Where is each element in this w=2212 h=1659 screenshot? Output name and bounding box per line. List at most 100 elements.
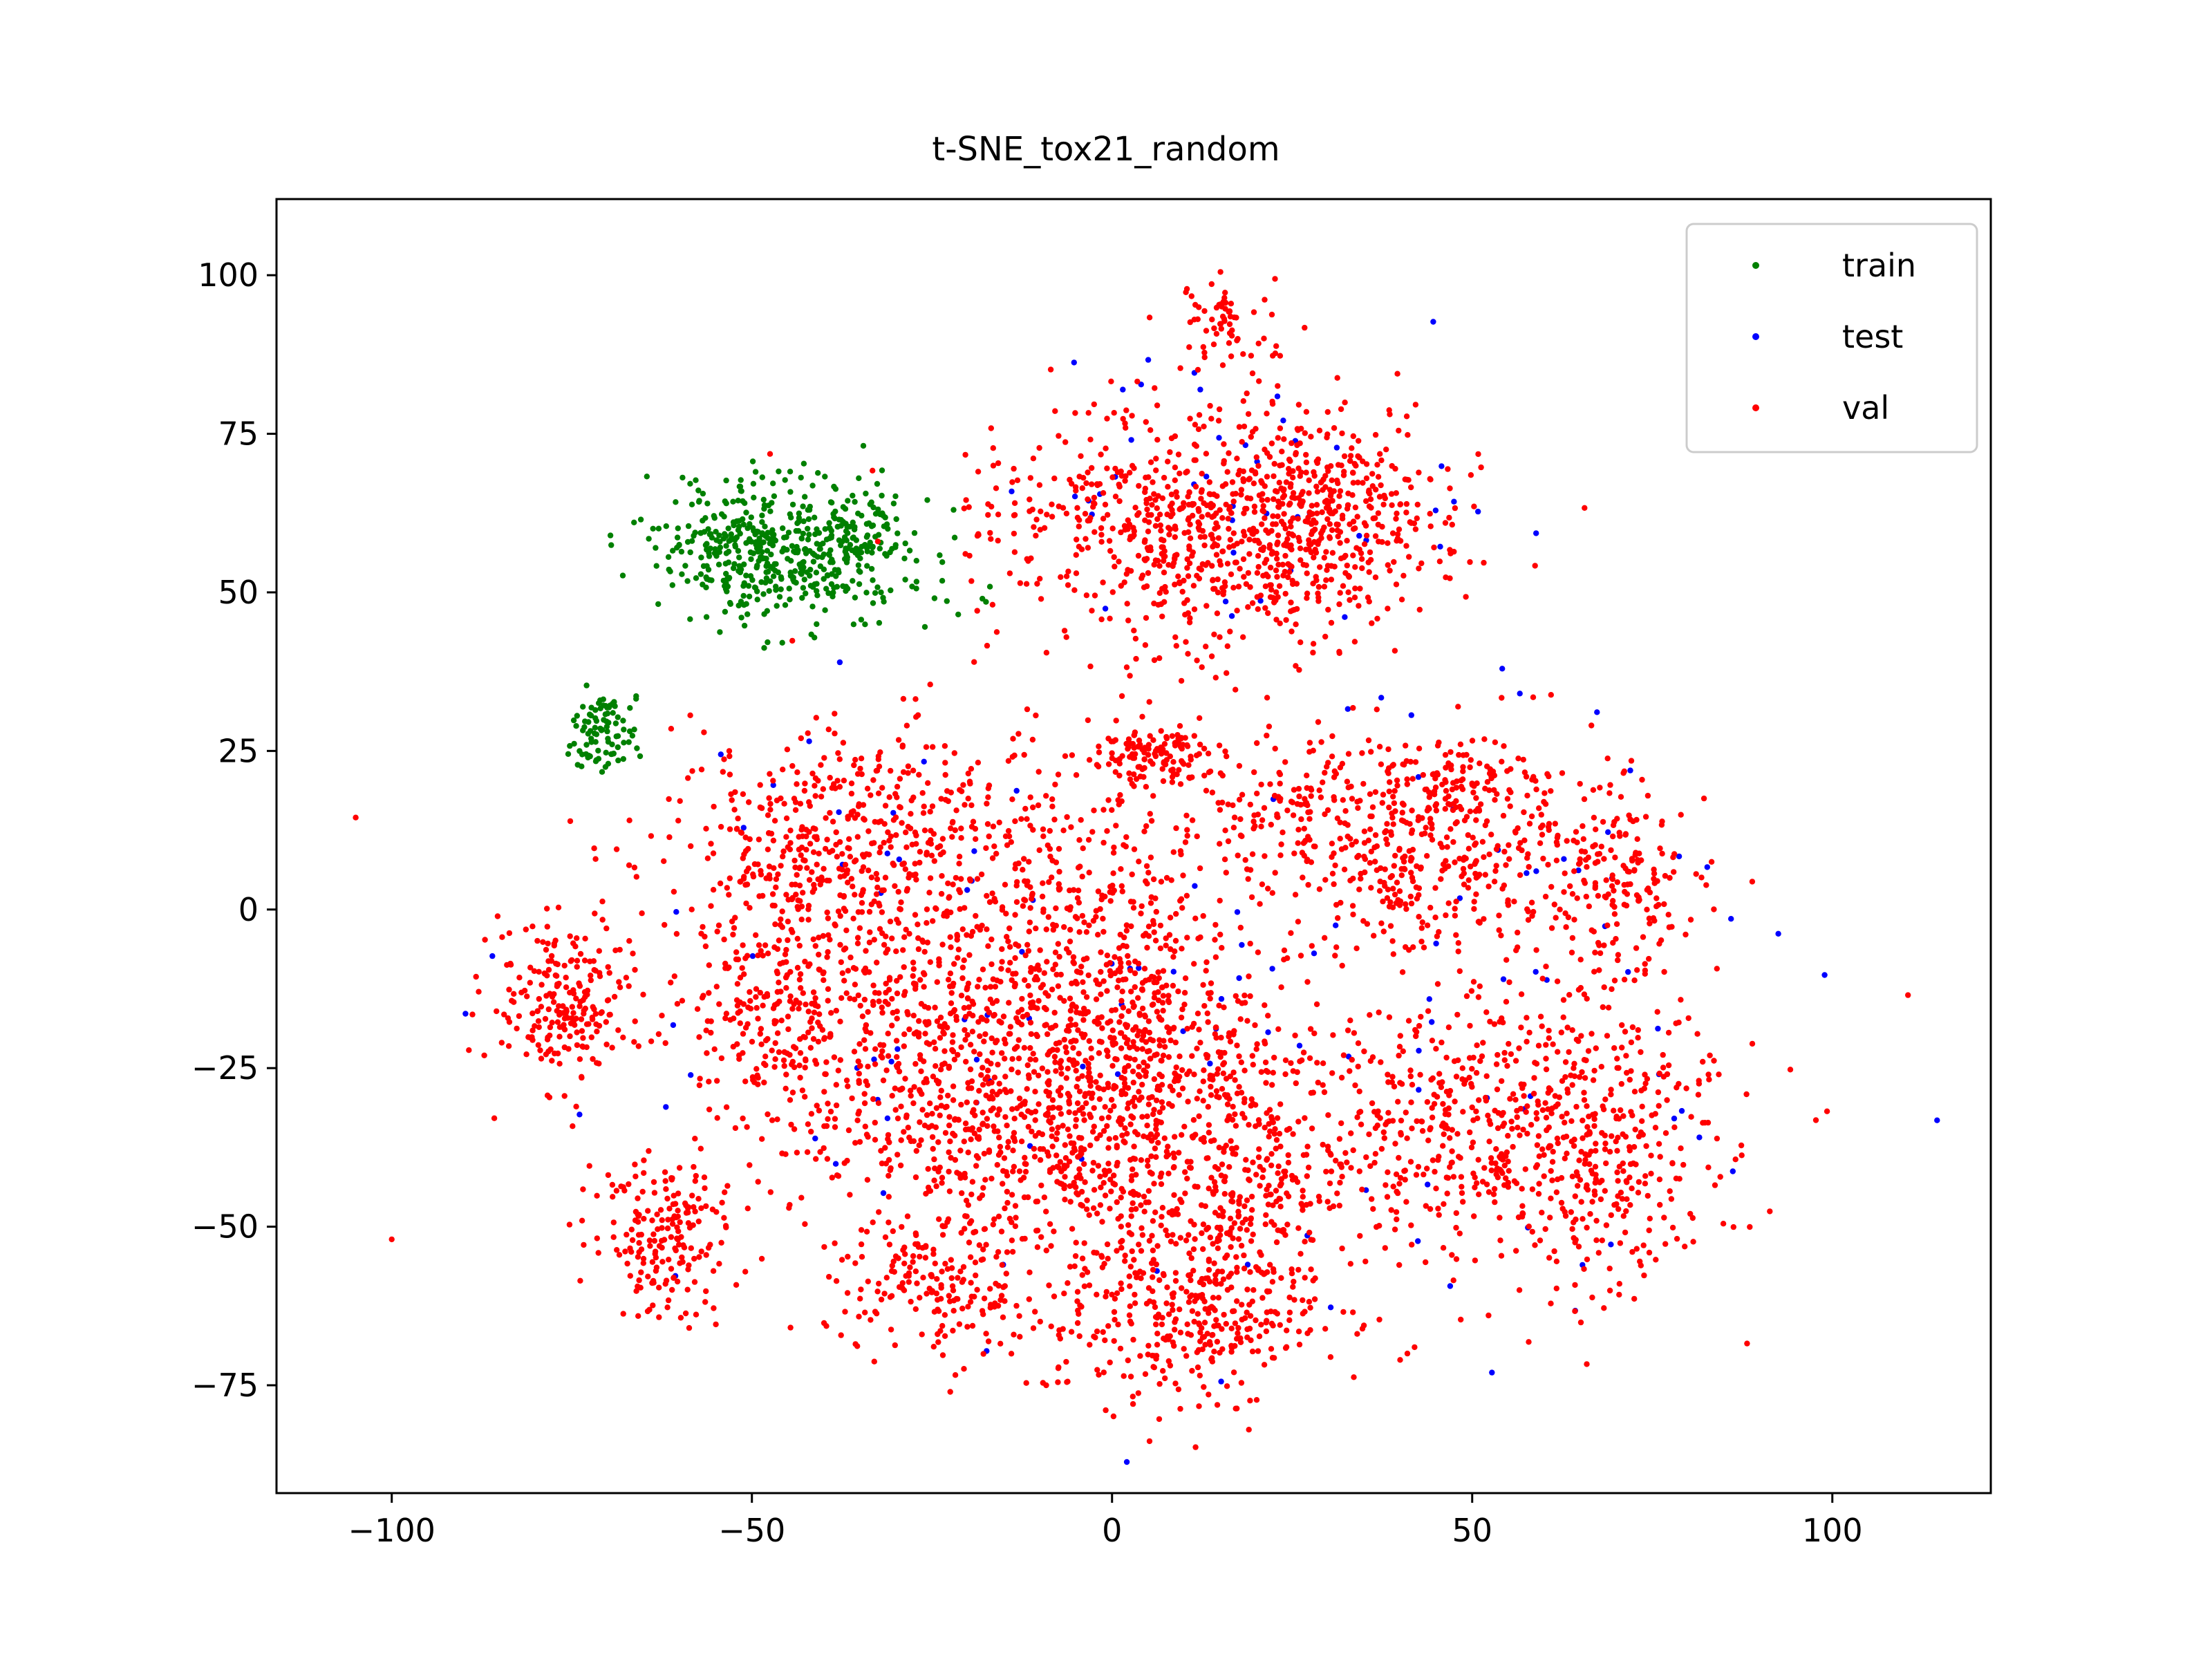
val-point [1022,1154,1028,1161]
test-point [1222,599,1229,605]
train-point [788,558,794,564]
val-point [886,794,892,800]
val-point [631,1039,637,1045]
val-point [798,852,804,859]
val-point [1314,510,1320,516]
val-point [1660,1051,1666,1058]
val-point [1043,926,1050,932]
train-point [845,498,851,504]
val-point [1058,574,1064,580]
val-point [1016,1095,1023,1102]
val-point [1526,863,1532,870]
val-point [932,1165,938,1172]
val-point [703,1252,709,1258]
val-point [1050,1165,1056,1171]
val-point [1161,741,1168,747]
val-point [902,1076,908,1082]
val-point [1027,475,1034,481]
val-point [1548,1195,1554,1201]
val-point [1135,1071,1142,1078]
val-point [708,903,714,909]
train-point [781,534,787,541]
val-point [1524,1103,1530,1109]
val-point [763,875,769,881]
val-point [946,1188,953,1194]
val-point [1695,1091,1702,1098]
val-point [1190,583,1197,589]
val-point [816,1011,823,1018]
train-point [856,581,863,588]
val-point [1380,898,1386,905]
val-point [827,809,833,816]
test-point [1433,940,1439,947]
val-point [1154,1009,1161,1015]
val-point [978,1072,984,1078]
val-point [1698,874,1705,881]
val-point [1130,1068,1136,1075]
val-point [946,894,953,900]
val-point [1667,874,1673,881]
val-point [1104,1123,1110,1130]
val-point [1382,1245,1389,1251]
val-point [1345,589,1351,595]
val-point [570,1010,577,1016]
val-point [1706,1076,1712,1082]
train-point [882,514,888,521]
val-point [874,884,881,891]
val-point [1689,1215,1696,1221]
val-point [1671,1124,1678,1131]
val-point [933,1105,940,1112]
val-point [1518,991,1525,997]
test-point [1123,1459,1130,1465]
val-point [1665,912,1671,918]
val-point [1394,371,1400,377]
val-point [1366,569,1372,575]
val-point [1471,503,1477,509]
val-point [920,939,926,945]
val-point [1662,1241,1669,1247]
train-point [893,516,899,523]
train-point [807,572,813,579]
test-point [1500,976,1507,982]
val-point [1018,816,1024,823]
val-point [860,802,867,808]
val-point [1304,595,1310,601]
val-point [1389,502,1395,508]
val-point [1293,581,1300,587]
val-point [1168,491,1175,498]
train-point [863,490,869,497]
val-point [1098,538,1105,545]
val-point [1249,370,1256,377]
val-point [1537,840,1544,847]
val-point [1615,957,1621,964]
val-point [968,1218,975,1224]
val-point [1391,559,1397,565]
val-point [1027,919,1033,926]
val-point [687,712,693,719]
val-point [1037,1156,1044,1163]
val-point [729,797,735,803]
val-point [1744,1340,1750,1347]
test-point [1192,883,1198,889]
val-point [613,846,620,852]
val-point [708,841,714,847]
val-point [1518,1024,1524,1031]
val-point [1275,383,1281,389]
val-point [1203,328,1210,334]
train-point [601,717,607,723]
val-point [1226,450,1232,456]
val-point [927,809,933,815]
val-point [1255,1154,1262,1161]
val-point [938,890,945,897]
val-point [1109,807,1115,814]
val-point [1560,1014,1566,1020]
val-point [1652,1111,1658,1117]
train-point [718,511,725,517]
val-point [865,828,872,834]
val-point [1481,1165,1488,1171]
val-point [1454,778,1460,785]
val-point [1262,1002,1268,1009]
val-point [1093,1079,1099,1085]
val-point [1615,1134,1621,1141]
val-point [588,1034,594,1040]
